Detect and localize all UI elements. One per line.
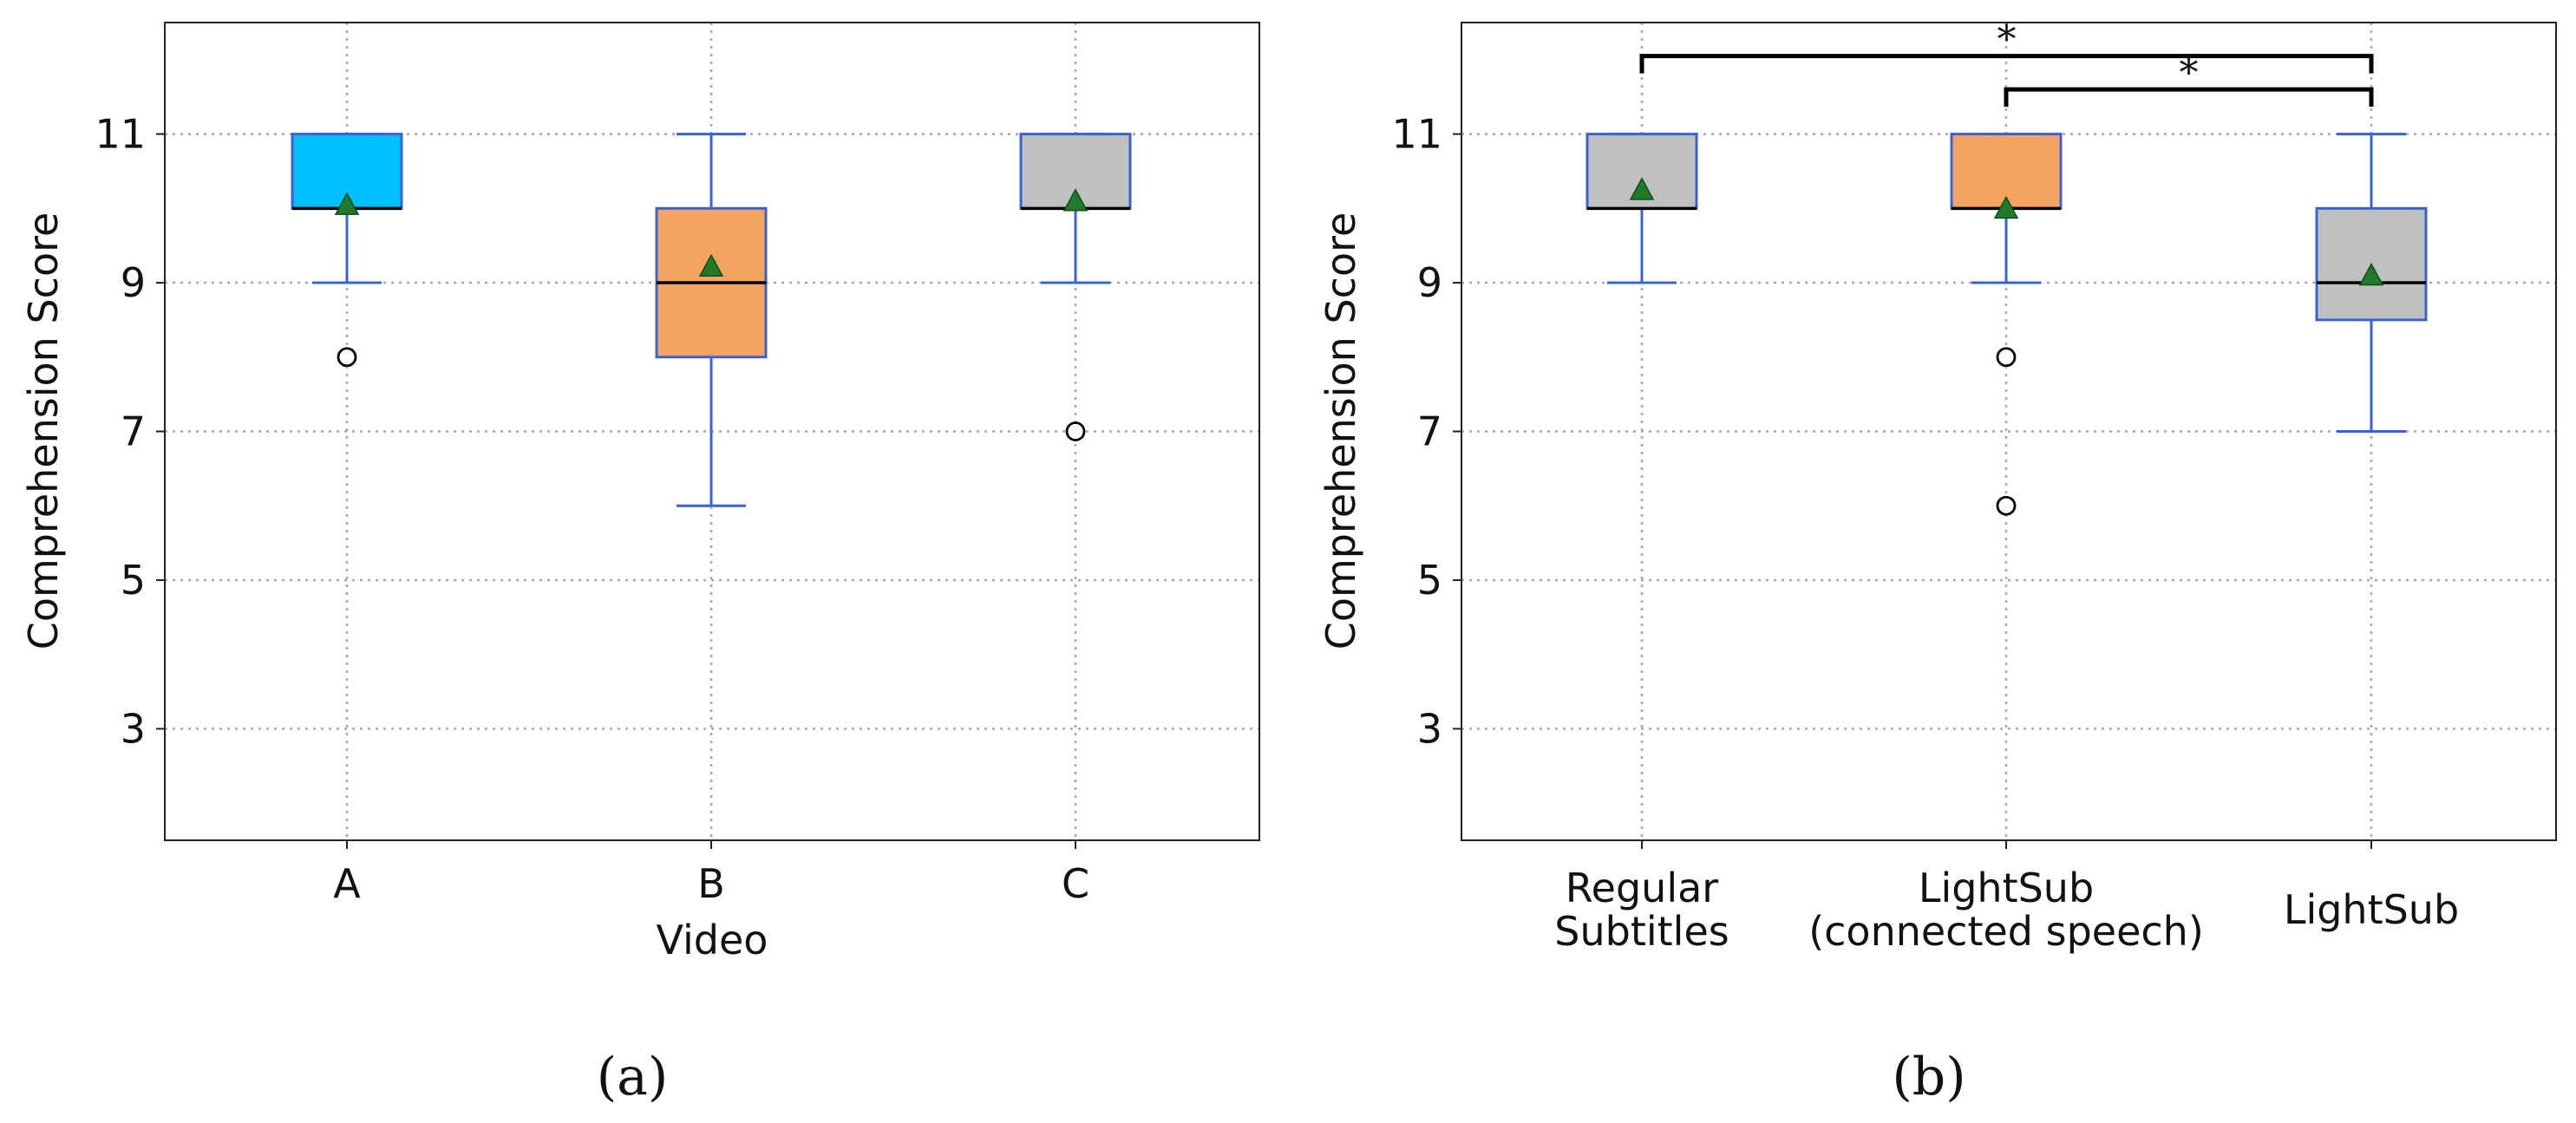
chart-a-boxes [291, 133, 1132, 507]
chart-b-ytick-label-9: 9 [1417, 259, 1442, 306]
chart-a-yticks: 3 5 7 9 11 [95, 111, 165, 752]
chart-a: 3 5 7 9 11 A B C Comprehension Score Video (a) [20, 22, 1260, 1107]
chart-b-xtick-label-2: LightSub [2284, 886, 2459, 933]
chart-b-sig-bracket-0 [1639, 54, 2374, 74]
chart-b-box-1-outlier-1 [1996, 495, 2017, 516]
chart-b-yticks: 3 5 7 9 11 [1391, 111, 1461, 752]
chart-a-box-2-mean [1062, 188, 1089, 212]
chart-a-ytick-label-9: 9 [121, 259, 146, 306]
chart-a-box-2-outlier-0 [1065, 421, 1086, 441]
chart-a-xtick-label-0: A [333, 860, 361, 907]
chart-a-box-1-mean [698, 253, 724, 277]
chart-b-y-axis-label: Comprehension Score [1317, 212, 1364, 650]
chart-b-sig-label-0: * [1997, 18, 2017, 62]
chart-b-boxes [1585, 133, 2428, 516]
chart-b-ytick-label-11: 11 [1391, 111, 1442, 158]
chart-b-sig-bracket-1 [2004, 87, 2374, 108]
chart-a-x-axis-label: Video [657, 917, 768, 963]
chart-a-box-0-outlier-0 [337, 347, 357, 368]
chart-b-ytick-label-3: 3 [1417, 705, 1442, 752]
chart-b-ytick-label-7: 7 [1417, 408, 1442, 455]
chart-b-xtick-label-0-line-1: Subtitles [1554, 908, 1729, 955]
chart-b-xtick-label-1-line-0: LightSub [1919, 865, 2094, 911]
chart-b-significance: ** [1639, 18, 2374, 108]
chart-a-xtick-label-1: B [697, 860, 725, 907]
chart-a-ytick-label-11: 11 [95, 111, 146, 158]
chart-b-xtick-label-0-line-0: Regular [1566, 865, 1719, 911]
chart-b-box-1-mean [1993, 195, 2019, 219]
chart-a-ytick-label-3: 3 [121, 705, 146, 752]
chart-a-xticks: A B C [333, 840, 1089, 907]
chart-a-ytick-label-7: 7 [121, 408, 146, 455]
chart-a-box-0-mean [334, 192, 360, 215]
chart-b-sig-label-1: * [2180, 51, 2199, 95]
chart-b-xtick-label-1-line-1: (connected speech) [1808, 908, 2204, 955]
chart-b-box-2-mean [2358, 262, 2384, 286]
chart-b-box-1-outlier-0 [1996, 347, 2017, 368]
panel-label-b: (b) [1892, 1047, 1965, 1107]
chart-b-ytick-label-5: 5 [1417, 557, 1442, 604]
chart-a-y-axis-label: Comprehension Score [20, 212, 67, 650]
chart-a-ytick-label-5: 5 [121, 557, 146, 604]
chart-a-xtick-label-2: C [1062, 860, 1089, 907]
panel-label-a: (a) [597, 1047, 669, 1107]
chart-b-box-0-mean [1629, 177, 1655, 200]
